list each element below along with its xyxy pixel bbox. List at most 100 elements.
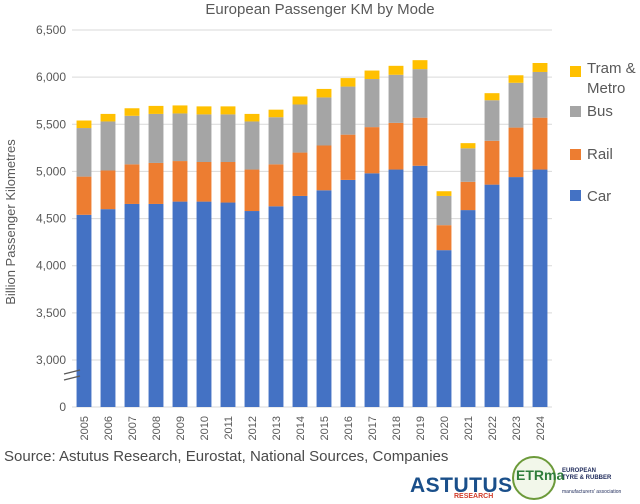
bar-car-2014 <box>292 195 308 407</box>
bar-rail-2016 <box>340 134 356 180</box>
etrma-logo-text: EUROPEAN TYRE & RUBBER <box>562 468 638 482</box>
bar-rail-2007 <box>124 164 140 204</box>
y-tick-label: 4,500 <box>36 212 66 226</box>
x-tick-label: 2007 <box>127 416 139 440</box>
y-tick-label: 6,000 <box>36 70 66 84</box>
bar-rail-2023 <box>508 127 524 178</box>
x-tick-label: 2014 <box>295 416 307 440</box>
bar-bus-2009 <box>172 113 188 162</box>
bar-bus-2023 <box>508 82 524 128</box>
axes: 6,500 6,000 5,500 5,000 4,500 4,000 3,500 3,000… <box>36 23 547 440</box>
axis-break-mark <box>63 369 81 381</box>
bar-rail-2021 <box>460 181 476 211</box>
etrma-logo-badge <box>512 456 556 500</box>
y-tick-label: 0 <box>59 400 66 414</box>
bar-tram-metro-2013 <box>268 109 284 118</box>
bar-bus-2021 <box>460 148 476 182</box>
x-tick-label: 2018 <box>391 416 403 440</box>
bar-rail-2015 <box>316 145 332 191</box>
bar-tram-metro-2022 <box>484 93 500 101</box>
bar-bus-2008 <box>148 113 164 163</box>
bar-tram-metro-2018 <box>388 65 404 75</box>
x-tick-label: 2015 <box>319 416 331 440</box>
y-tick-label: 5,000 <box>36 164 66 178</box>
bar-tram-metro-2008 <box>148 105 164 114</box>
bar-bus-2006 <box>100 121 116 171</box>
bar-tram-metro-2011 <box>220 106 236 115</box>
etrma-line-1: EUROPEAN <box>562 468 597 474</box>
bar-car-2006 <box>100 209 116 407</box>
y-tick-label: 4,000 <box>36 259 66 273</box>
bar-car-2023 <box>508 177 524 407</box>
bar-bus-2016 <box>340 86 356 135</box>
bar-tram-metro-2012 <box>244 113 260 122</box>
bar-bus-2020 <box>436 195 452 226</box>
bar-bus-2013 <box>268 117 284 165</box>
x-tick-label: 2021 <box>463 416 475 440</box>
bar-bus-2005 <box>76 128 92 177</box>
bar-car-2008 <box>148 203 164 407</box>
bar-car-2019 <box>412 165 428 407</box>
bar-rail-2017 <box>364 127 380 174</box>
bar-car-2011 <box>220 202 236 407</box>
bar-rail-2009 <box>172 161 188 202</box>
bar-car-2020 <box>436 250 452 407</box>
legend: Tram & Metro Bus Rail Car <box>570 60 636 205</box>
bar-tram-metro-2023 <box>508 75 524 83</box>
bar-bus-2018 <box>388 74 404 123</box>
bar-car-2016 <box>340 179 356 407</box>
y-tick-label: 3,500 <box>36 306 66 320</box>
bars <box>76 60 548 407</box>
x-tick-label: 2010 <box>199 416 211 440</box>
bar-tram-metro-2005 <box>76 120 92 129</box>
bar-rail-2008 <box>148 162 164 204</box>
bar-rail-2012 <box>244 169 260 212</box>
x-tick-label: 2006 <box>103 416 115 440</box>
y-tick-label: 6,500 <box>36 23 66 37</box>
bar-rail-2022 <box>484 140 500 185</box>
bar-bus-2017 <box>364 79 380 128</box>
x-tick-label: 2017 <box>367 416 379 440</box>
bar-car-2005 <box>76 214 92 407</box>
y-tick-label: 5,500 <box>36 117 66 131</box>
bar-car-2017 <box>364 173 380 407</box>
bar-tram-metro-2014 <box>292 96 308 105</box>
legend-swatch <box>570 106 581 117</box>
etrma-line-2: TYRE & RUBBER <box>562 475 612 481</box>
bar-tram-metro-2007 <box>124 108 140 116</box>
bar-car-2021 <box>460 210 476 407</box>
x-tick-label: 2011 <box>223 416 235 440</box>
bar-bus-2011 <box>220 114 236 162</box>
legend-label-line2: Metro <box>587 80 625 97</box>
x-tick-label: 2024 <box>535 416 547 440</box>
chart-title: European Passenger KM by Mode <box>205 1 434 18</box>
astutus-logo: ASTUTUS <box>410 474 513 497</box>
bar-car-2022 <box>484 184 500 407</box>
bar-bus-2007 <box>124 115 140 165</box>
y-tick-label: 3,000 <box>36 353 66 367</box>
bar-car-2007 <box>124 203 140 407</box>
bar-bus-2024 <box>532 71 548 118</box>
bar-tram-metro-2024 <box>532 63 548 72</box>
legend-label: Bus <box>587 103 613 120</box>
legend-swatch <box>570 66 581 77</box>
x-tick-label: 2005 <box>79 416 91 440</box>
x-tick-label: 2008 <box>151 416 163 440</box>
bar-rail-2013 <box>268 164 284 207</box>
bar-rail-2024 <box>532 117 548 170</box>
bar-car-2018 <box>388 169 404 407</box>
legend-label: Car <box>587 188 611 205</box>
bar-bus-2010 <box>196 114 212 162</box>
legend-label: Tram & <box>587 60 636 77</box>
bar-tram-metro-2010 <box>196 106 212 115</box>
bar-car-2010 <box>196 201 212 407</box>
x-tick-label: 2020 <box>439 416 451 440</box>
bar-rail-2020 <box>436 225 452 251</box>
x-tick-label: 2022 <box>487 416 499 440</box>
bar-bus-2014 <box>292 104 308 153</box>
x-tick-label: 2009 <box>175 416 187 440</box>
etrma-line-3: manufacturers' association <box>562 489 622 495</box>
bar-car-2013 <box>268 206 284 407</box>
bar-tram-metro-2019 <box>412 60 428 70</box>
